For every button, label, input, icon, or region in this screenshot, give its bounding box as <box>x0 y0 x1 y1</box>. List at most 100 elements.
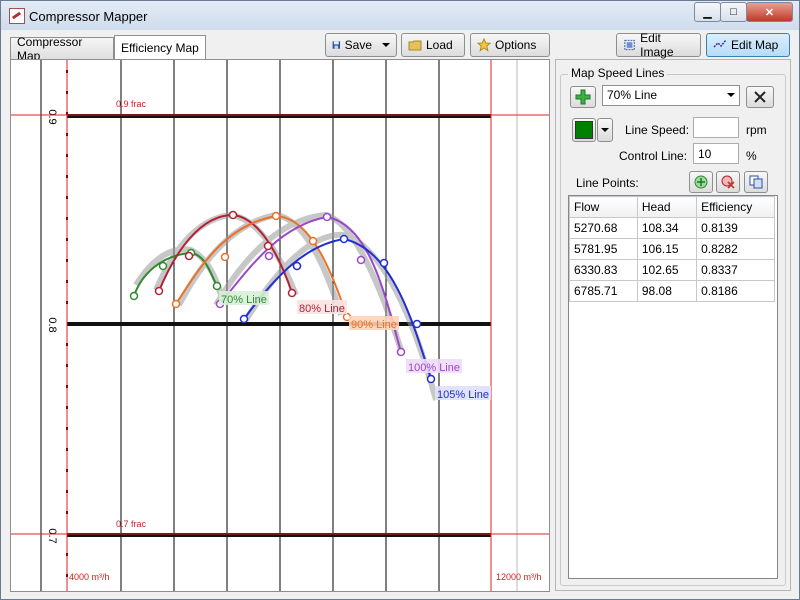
calibration-lines[interactable] <box>11 60 549 591</box>
cell-flow[interactable]: 5781.95 <box>569 238 638 260</box>
speed-line-point[interactable] <box>239 314 249 324</box>
chevron-down-icon <box>727 93 735 97</box>
cell-efficiency[interactable]: 0.8337 <box>696 259 775 281</box>
speed-line-point[interactable] <box>396 347 406 357</box>
remove-point-icon <box>721 175 735 189</box>
minimize-icon: ▁ <box>703 6 712 19</box>
column-header-flow[interactable]: Flow <box>569 196 638 218</box>
cell-flow[interactable]: 6785.71 <box>569 280 638 302</box>
speed-line-point[interactable] <box>220 252 230 262</box>
line-label-70[interactable]: 70% Line <box>221 294 267 306</box>
delete-line-button[interactable] <box>746 86 774 108</box>
close-icon: ✕ <box>764 6 775 19</box>
speed-line-point[interactable] <box>171 299 181 309</box>
speed-line-point[interactable] <box>263 241 273 251</box>
speed-line-point[interactable] <box>212 281 222 291</box>
cell-head[interactable]: 102.65 <box>636 259 698 281</box>
speed-line-point[interactable] <box>158 261 168 271</box>
tab-efficiency-map[interactable]: Efficiency Map <box>114 35 206 60</box>
map-edit-icon <box>713 39 727 48</box>
folder-icon <box>408 40 422 51</box>
speed-line-point[interactable] <box>271 211 281 221</box>
table-row[interactable]: 5781.95 106.15 0.8282 <box>569 238 775 260</box>
cell-flow[interactable]: 6330.83 <box>569 259 638 281</box>
line-points-label: Line Points: <box>576 176 639 190</box>
speed-line-point[interactable] <box>264 251 274 261</box>
speed-line-point[interactable] <box>184 251 194 261</box>
map-speed-lines-group <box>560 74 786 586</box>
tab-label: Efficiency Map <box>121 41 199 55</box>
color-dropdown-button[interactable] <box>597 118 613 142</box>
table-header-row: Flow Head Efficiency <box>569 196 775 218</box>
top-reference-line <box>67 114 491 118</box>
maximize-button[interactable]: □ <box>720 2 747 22</box>
title-bar[interactable]: Compressor Mapper ▁ □ ✕ <box>1 1 799 30</box>
maximize-icon: □ <box>730 6 737 18</box>
close-button[interactable]: ✕ <box>746 2 793 22</box>
load-button[interactable]: Load <box>401 33 465 57</box>
chevron-down-icon[interactable] <box>382 43 390 47</box>
options-button[interactable]: Options <box>470 33 550 57</box>
cell-efficiency[interactable]: 0.8282 <box>696 238 775 260</box>
remove-point-button[interactable] <box>716 171 740 193</box>
mid-reference-line <box>67 322 491 326</box>
speed-line-point[interactable] <box>129 291 139 301</box>
edit-image-button[interactable]: Edit Image <box>616 31 701 59</box>
save-button[interactable]: Save <box>325 33 397 57</box>
column-header-head[interactable]: Head <box>636 196 698 218</box>
tab-compressor-map[interactable]: Compressor Map <box>10 35 114 63</box>
table-row[interactable]: 6785.71 98.08 0.8186 <box>569 280 775 302</box>
copy-points-button[interactable] <box>744 171 768 193</box>
copy-icon <box>749 175 763 189</box>
control-line-label: Control Line: <box>619 149 688 163</box>
left-tick-label-top: 0.9 <box>46 109 58 124</box>
speed-line-point[interactable] <box>322 212 332 222</box>
cell-efficiency[interactable]: 0.8186 <box>696 280 775 302</box>
line-points-grid[interactable]: Flow Head Efficiency 5270.68 108.34 0.8139… <box>569 196 775 302</box>
cell-efficiency[interactable]: 0.8139 <box>696 217 775 239</box>
chevron-down-icon <box>601 128 609 132</box>
plus-icon <box>575 89 591 105</box>
speed-line-point[interactable] <box>308 236 318 246</box>
speed-line-point[interactable] <box>154 286 164 296</box>
floppy-disk-icon <box>332 41 341 49</box>
speed-line-point[interactable] <box>412 319 422 329</box>
line-label-105[interactable]: 105% Line <box>437 389 489 401</box>
table-row[interactable]: 6330.83 102.65 0.8337 <box>569 259 775 281</box>
line-color-button[interactable] <box>572 118 596 142</box>
minimize-button[interactable]: ▁ <box>694 2 721 22</box>
speed-line-point[interactable] <box>228 210 238 220</box>
load-label: Load <box>426 38 453 52</box>
add-line-button[interactable] <box>570 86 596 108</box>
add-point-icon <box>694 175 708 189</box>
cell-head[interactable]: 98.08 <box>636 280 698 302</box>
efficiency-map-canvas[interactable]: 0.9 0.8 0.7 0.9 frac 0.7 frac 4000 m³/h … <box>10 59 550 592</box>
background-image-curves <box>133 211 439 401</box>
speed-line-point[interactable] <box>426 374 436 384</box>
color-swatch <box>575 121 593 139</box>
line-label-80[interactable]: 80% Line <box>299 303 345 315</box>
column-header-efficiency[interactable]: Efficiency <box>696 196 775 218</box>
cell-head[interactable]: 108.34 <box>636 217 698 239</box>
table-row[interactable]: 5270.68 108.34 0.8139 <box>569 217 775 239</box>
speed-line-select[interactable]: 70% Line <box>602 85 740 106</box>
cell-head[interactable]: 106.15 <box>636 238 698 260</box>
speed-line-point[interactable] <box>339 234 349 244</box>
edit-map-button[interactable]: Edit Map <box>706 33 790 57</box>
control-line-unit: % <box>746 149 757 163</box>
add-point-button[interactable] <box>689 171 713 193</box>
speed-line-point[interactable] <box>379 258 389 268</box>
line-label-90[interactable]: 90% Line <box>351 319 397 331</box>
line-speed-input[interactable] <box>693 117 739 138</box>
app-icon <box>9 8 25 24</box>
line-label-100[interactable]: 100% Line <box>408 362 460 374</box>
speed-line-point[interactable] <box>292 261 302 271</box>
cell-flow[interactable]: 5270.68 <box>569 217 638 239</box>
speed-line-point[interactable] <box>287 288 297 298</box>
control-line-input[interactable] <box>693 143 739 164</box>
x-max-label: 12000 m³/h <box>496 572 542 582</box>
efficiency-map-plot[interactable]: 0.9 0.8 0.7 0.9 frac 0.7 frac 4000 m³/h … <box>11 60 549 591</box>
x-min-label: 4000 m³/h <box>69 572 110 582</box>
x-icon <box>754 91 766 103</box>
speed-line-point[interactable] <box>356 255 366 265</box>
